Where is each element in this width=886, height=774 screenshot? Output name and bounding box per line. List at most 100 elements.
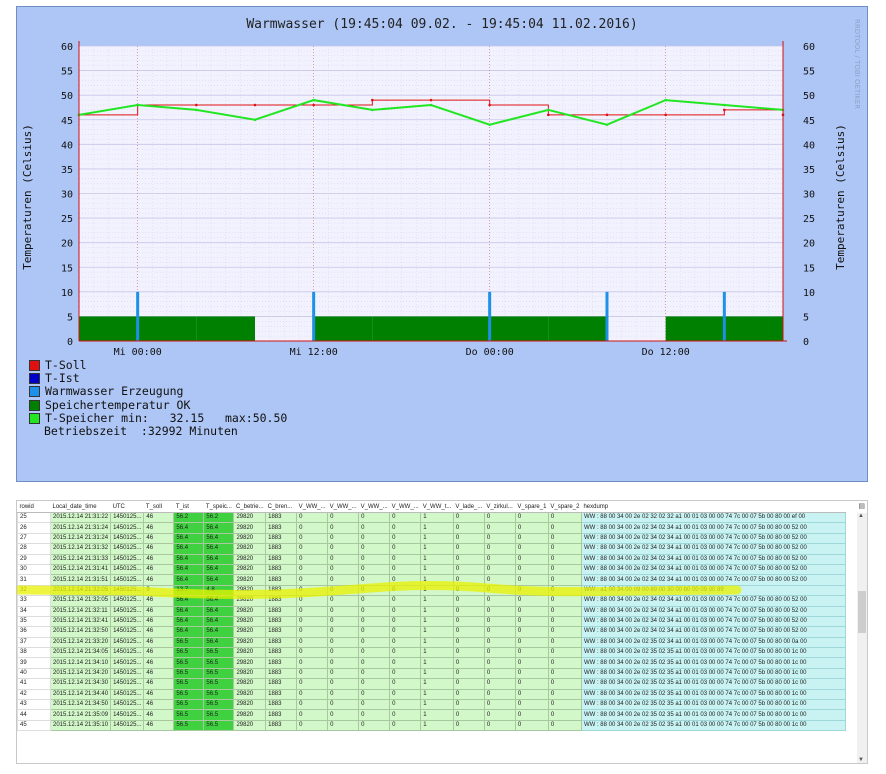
table-menu-icon[interactable]: ▤ [858, 503, 865, 510]
table-cell[interactable]: 0 [514, 719, 549, 732]
table-cell[interactable]: 46 [143, 626, 175, 638]
table-cell[interactable]: 0 [483, 667, 516, 680]
table-cell[interactable]: 0 [389, 657, 422, 669]
table-cell[interactable]: 0 [358, 678, 391, 690]
table-cell[interactable]: 2015.12.14 21:35:09 [49, 709, 112, 721]
table-cell[interactable]: 0 [389, 626, 422, 638]
scroll-up-icon[interactable]: ▲ [858, 513, 864, 519]
table-cell[interactable]: 0 [389, 667, 422, 680]
table-cell[interactable]: 2015.12.14 21:34:40 [49, 688, 112, 701]
table-cell[interactable]: 0 [358, 511, 391, 524]
table-cell[interactable]: 0 [327, 709, 360, 721]
table-cell[interactable]: 0 [358, 595, 391, 607]
table-cell[interactable]: WW : 88 00 34 00 2e 02 34 02 34 a1 00 01… [580, 595, 846, 607]
table-cell[interactable]: 0 [389, 647, 422, 659]
table-cell[interactable]: 25 [17, 511, 51, 524]
table-row[interactable]: 37 2015.12.14 21:33:20 1450125... 46 56.5 56.… [17, 636, 846, 649]
table-cell[interactable]: 1 [420, 678, 454, 690]
table-cell[interactable]: 1450125... [110, 574, 145, 586]
table-cell[interactable]: 1450125... [110, 553, 145, 565]
table-cell[interactable]: 0 [327, 584, 360, 597]
table-cell[interactable]: 1 [420, 719, 454, 732]
table-cell[interactable]: 0 [547, 626, 582, 638]
table-cell[interactable]: 1883 [265, 584, 298, 597]
table-cell[interactable]: 29820 [233, 615, 267, 628]
table-cell[interactable]: 0 [452, 615, 485, 628]
table-cell[interactable]: 2015.12.14 21:31:51 [49, 574, 112, 586]
table-cell[interactable]: 0 [483, 543, 516, 555]
table-cell[interactable]: 0 [358, 574, 391, 586]
table-cell[interactable]: 0 [296, 615, 329, 628]
table-cell[interactable]: 0 [514, 636, 549, 649]
table-cell[interactable]: 2015.12.14 21:34:05 [49, 647, 112, 659]
table-cell[interactable]: 0 [452, 719, 485, 732]
table-cell[interactable]: 29820 [233, 584, 267, 597]
table-cell[interactable]: 0 [483, 678, 516, 690]
table-cell[interactable]: 44 [17, 709, 51, 721]
table-cell[interactable]: 0 [483, 563, 516, 576]
table-cell[interactable]: 0 [547, 522, 582, 534]
table-cell[interactable]: 56.5 [203, 699, 235, 711]
table-cell[interactable]: 29820 [233, 657, 267, 669]
table-cell[interactable]: 9 [143, 584, 175, 597]
table-row[interactable]: 34 2015.12.14 21:32:11 1450125... 46 56.4 56.… [17, 605, 846, 617]
table-cell[interactable]: 0 [327, 511, 360, 524]
table-cell[interactable]: 46 [143, 636, 175, 649]
table-cell[interactable]: 0 [296, 532, 329, 545]
table-cell[interactable]: 1 [420, 615, 454, 628]
table-cell[interactable]: 0 [483, 626, 516, 638]
table-cell[interactable]: 0 [327, 719, 360, 732]
vertical-scrollbar[interactable]: ▲ ▼ [857, 513, 867, 763]
table-row[interactable]: 32 2015.12.14 21:32:05 1450125... 9 13.7 4.8 2… [17, 584, 846, 597]
table-cell[interactable]: 0 [547, 563, 582, 576]
table-cell[interactable]: 27 [17, 532, 51, 545]
table-cell[interactable]: 0 [483, 605, 516, 617]
table-cell[interactable]: 0 [452, 553, 485, 565]
table-cell[interactable]: WW : 88 00 34 00 2e 02 35 02 35 a1 00 01… [580, 657, 846, 669]
table-cell[interactable]: 0 [389, 584, 422, 597]
column-header[interactable]: V_WW_t... [420, 501, 454, 513]
table-cell[interactable]: 0 [327, 563, 360, 576]
table-cell[interactable]: 0 [514, 584, 549, 597]
table-cell[interactable]: 33 [17, 595, 51, 607]
table-cell[interactable]: 56.5 [173, 667, 205, 680]
table-cell[interactable]: 26 [17, 522, 51, 534]
table-cell[interactable]: 1883 [265, 647, 298, 659]
table-cell[interactable]: 0 [514, 553, 549, 565]
table-cell[interactable]: 1 [420, 532, 454, 545]
table-cell[interactable]: 1 [420, 709, 454, 721]
table-cell[interactable]: 1 [420, 636, 454, 649]
table-cell[interactable]: 1883 [265, 636, 298, 649]
table-row[interactable]: 42 2015.12.14 21:34:40 1450125... 46 56.5 56.… [17, 688, 846, 701]
table-cell[interactable]: 0 [389, 605, 422, 617]
table-cell[interactable]: 1883 [265, 574, 298, 586]
table-cell[interactable]: 0 [296, 563, 329, 576]
table-cell[interactable]: 0 [358, 709, 391, 721]
table-cell[interactable]: 0 [514, 657, 549, 669]
table-cell[interactable]: 2015.12.14 21:34:20 [49, 667, 112, 680]
table-cell[interactable]: 0 [514, 511, 549, 524]
column-header[interactable]: Local_date_time [50, 501, 111, 513]
table-cell[interactable]: 0 [296, 636, 329, 649]
table-cell[interactable]: 0 [514, 532, 549, 545]
table-cell[interactable]: 56.4 [173, 543, 205, 555]
table-cell[interactable]: 2015.12.14 21:34:30 [49, 678, 112, 690]
table-cell[interactable]: 2015.12.14 21:31:32 [49, 543, 112, 555]
table-cell[interactable]: 36 [17, 626, 51, 638]
table-cell[interactable]: 29820 [233, 553, 267, 565]
table-cell[interactable]: 46 [143, 563, 175, 576]
table-cell[interactable]: 0 [296, 667, 329, 680]
table-cell[interactable]: 1883 [265, 626, 298, 638]
column-header[interactable]: V_WW_... [327, 501, 359, 513]
table-cell[interactable]: 0 [452, 584, 485, 597]
table-cell[interactable]: 56.5 [173, 709, 205, 721]
table-cell[interactable]: 4.8 [203, 584, 235, 597]
table-cell[interactable]: 2015.12.14 21:31:33 [49, 553, 112, 565]
column-header[interactable]: rowid [17, 501, 51, 513]
table-cell[interactable]: 37 [17, 636, 51, 649]
table-cell[interactable]: 0 [327, 657, 360, 669]
table-cell[interactable]: 0 [296, 699, 329, 711]
table-cell[interactable]: 56.5 [203, 709, 235, 721]
table-cell[interactable]: 29820 [233, 522, 267, 534]
table-cell[interactable]: 1450125... [110, 511, 145, 524]
